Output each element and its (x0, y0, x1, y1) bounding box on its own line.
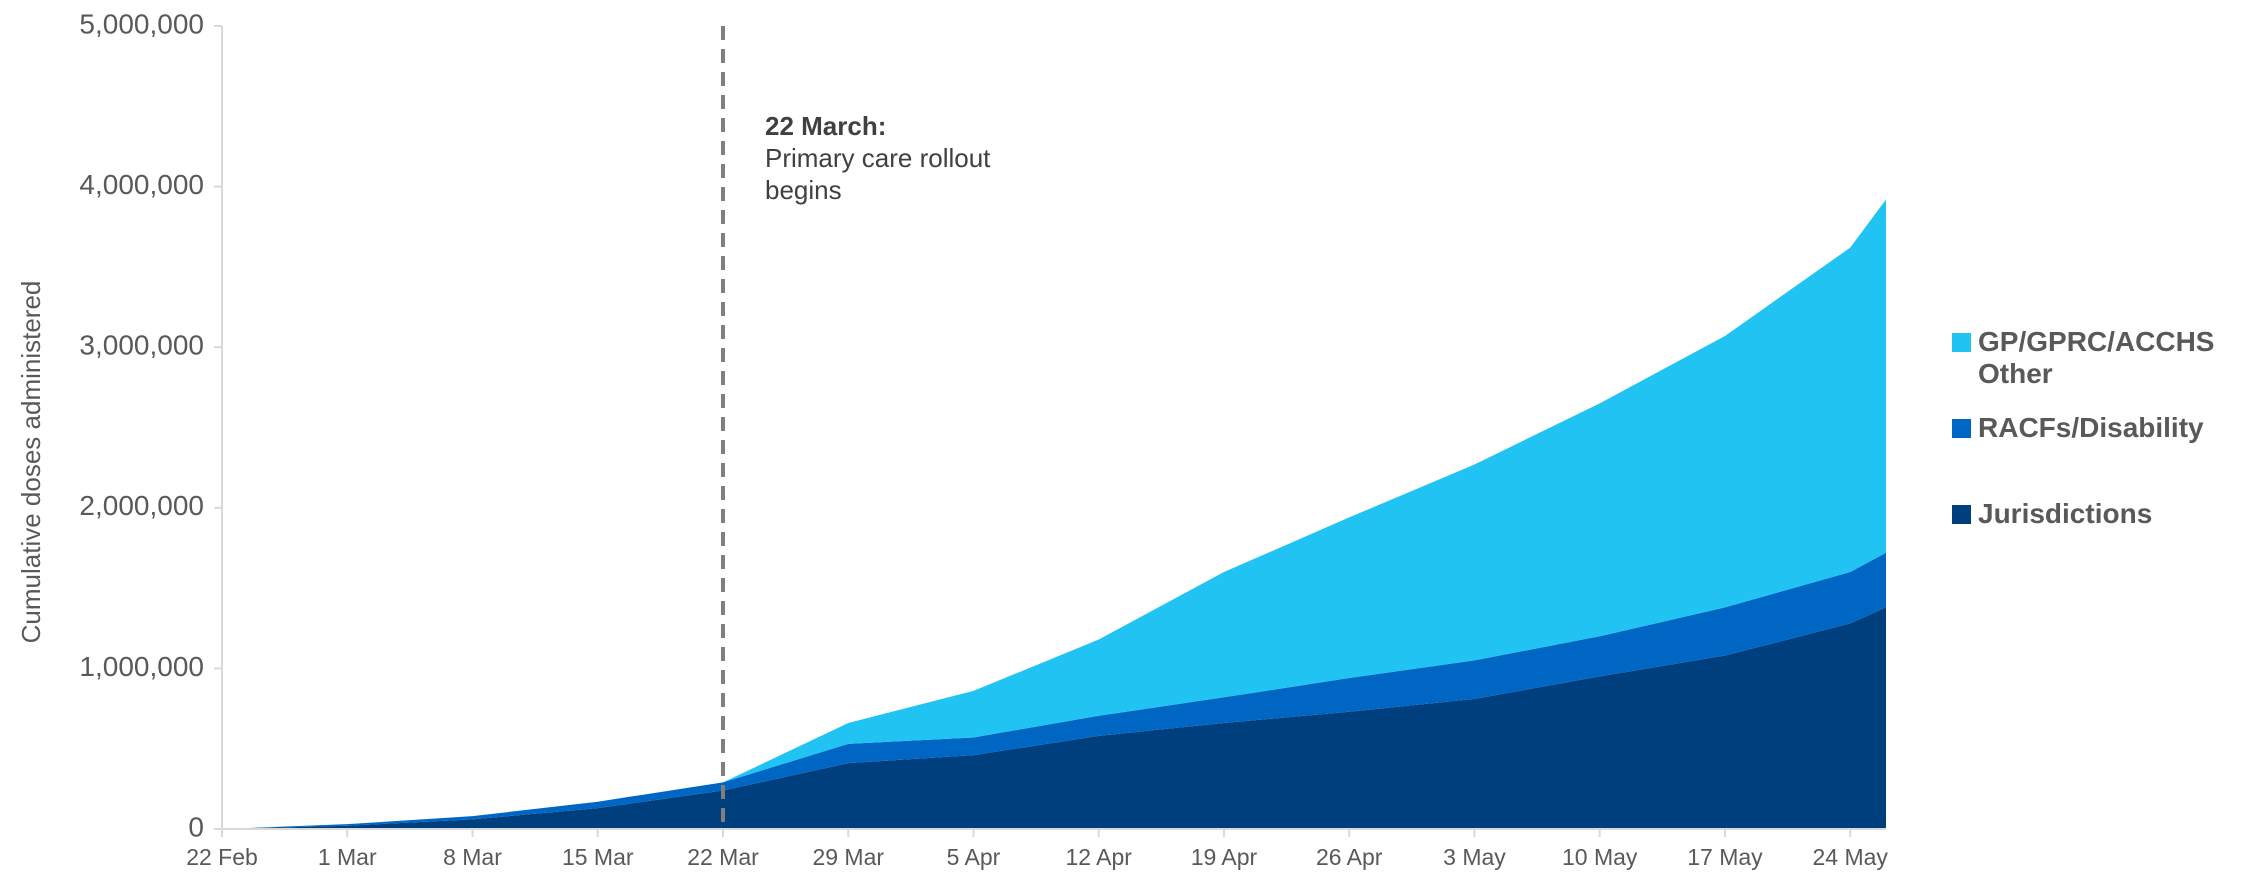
y-tick-label: 1,000,000 (79, 651, 204, 682)
legend-swatch (1952, 505, 1971, 524)
x-tick-label: 17 May (1687, 844, 1763, 870)
x-tick-label: 22 Mar (687, 844, 759, 870)
x-tick-label: 29 Mar (812, 844, 884, 870)
area (222, 607, 1886, 829)
x-tick-label: 24 May (1812, 844, 1888, 870)
legend-item: RACFs/Disability (1952, 412, 2242, 498)
legend-label: GP/GPRC/ACCHS Other (1978, 326, 2215, 389)
x-tick-label: 10 May (1562, 844, 1638, 870)
x-tick-label: 19 Apr (1191, 844, 1258, 870)
legend-item: Jurisdictions (1952, 498, 2242, 584)
y-tick-label: 2,000,000 (79, 490, 204, 521)
legend-label: RACFs/Disability (1978, 412, 2204, 443)
area (222, 199, 1886, 829)
x-tick-label: 8 Mar (443, 844, 502, 870)
y-axis-title: Cumulative doses administered (16, 281, 46, 644)
annotation-label: 22 March: (765, 111, 887, 141)
annotation-text: Primary care rollout begins (765, 143, 991, 205)
x-tick-label: 22 Feb (186, 844, 258, 870)
legend-item: GP/GPRC/ACCHS Other (1952, 326, 2242, 412)
legend: GP/GPRC/ACCHS Other RACFs/Disability Juris… (1952, 326, 2242, 584)
x-tick-label: 26 Apr (1316, 844, 1383, 870)
x-tick-label: 3 May (1443, 844, 1506, 870)
x-tick-label: 5 Apr (947, 844, 1001, 870)
legend-label: Jurisdictions (1978, 498, 2153, 529)
legend-swatch (1952, 333, 1971, 352)
x-tick-label: 12 Apr (1065, 844, 1132, 870)
annotation: 22 March: Primary care rollout begins (765, 110, 1005, 206)
x-tick-label: 15 Mar (562, 844, 634, 870)
y-tick-label: 5,000,000 (79, 8, 204, 39)
x-tick-label: 1 Mar (318, 844, 377, 870)
y-tick-label: 0 (188, 811, 204, 842)
areas (222, 199, 1886, 829)
y-tick-label: 4,000,000 (79, 169, 204, 200)
y-tick-label: 3,000,000 (79, 330, 204, 361)
legend-swatch (1952, 419, 1971, 438)
